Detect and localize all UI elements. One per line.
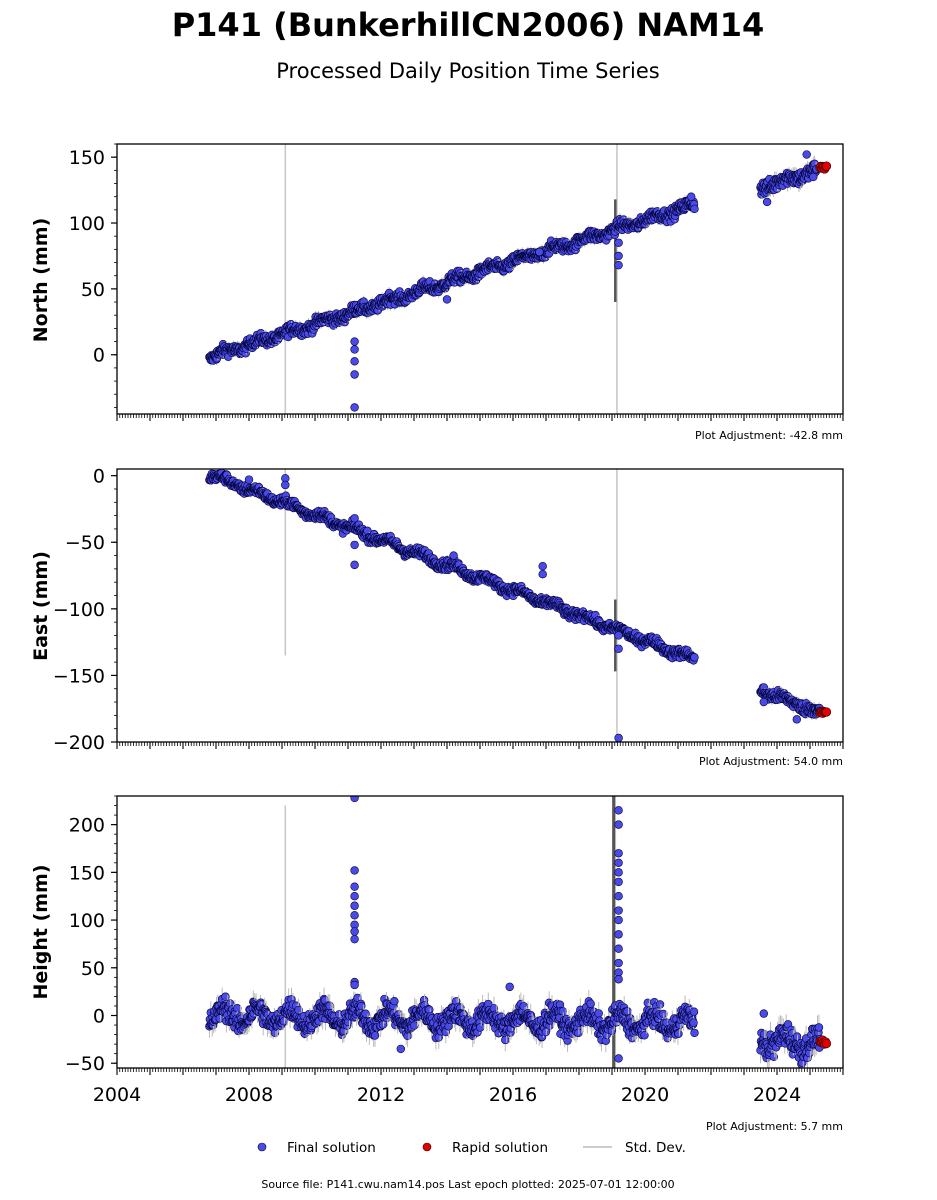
plot-adjustment-note: Plot Adjustment: 54.0 mm (699, 755, 843, 768)
final-point-outlier (538, 570, 547, 579)
y-tick-label: −100 (53, 599, 105, 621)
final-point-outlier (350, 337, 359, 346)
final-point (409, 1021, 419, 1030)
final-point (370, 1031, 380, 1040)
final-solution-points (205, 469, 825, 742)
figure-subtitle: Processed Daily Position Time Series (276, 59, 660, 83)
plot-adjustment-note: Plot Adjustment: -42.8 mm (695, 429, 843, 442)
final-point-outlier (809, 172, 818, 182)
figure-title: P141 (BunkerhillCN2006) NAM14 (172, 6, 765, 44)
final-point-outlier (762, 197, 772, 207)
y-axis-label: North (mm) (30, 218, 52, 343)
final-point-outlier (792, 715, 801, 724)
final-point-outlier (350, 540, 359, 550)
final-point-outlier (535, 247, 544, 257)
final-point-outlier (442, 295, 452, 304)
final-point-outlier (350, 560, 359, 570)
y-tick-label: 0 (93, 345, 105, 367)
y-tick-labels: 150 100 50 0 (69, 147, 105, 367)
final-point-outlier (614, 251, 623, 261)
rapid-point (821, 161, 832, 171)
rapid-point (821, 707, 832, 717)
y-tick-label: −200 (53, 732, 105, 754)
y-tick-label: −50 (65, 532, 105, 554)
final-point (690, 204, 699, 214)
final-point (690, 653, 699, 662)
y-tick-labels: 0 −50 −100 −150 −200 (53, 466, 105, 754)
final-point (586, 999, 595, 1008)
final-point-outlier (759, 697, 768, 707)
plot-area (205, 469, 832, 742)
axes-frame (116, 468, 844, 743)
final-point-outlier (281, 480, 290, 490)
final-point-outlier (350, 345, 359, 354)
final-point-outlier (802, 150, 811, 159)
final-point (390, 997, 399, 1006)
final-point-outlier (350, 403, 359, 412)
final-point (623, 1007, 632, 1016)
final-point-outlier (614, 260, 623, 270)
rapid-solution-points (815, 706, 832, 718)
final-point-outlier (686, 192, 696, 201)
final-point-outlier (244, 475, 254, 484)
final-point-outlier (614, 644, 623, 653)
rapid-solution-points (815, 161, 832, 174)
final-point (501, 1035, 510, 1045)
final-point (476, 1023, 485, 1032)
y-tick-label: 150 (69, 147, 105, 169)
plot-area (205, 796, 832, 1068)
panel-2: 0 −50 −100 −150 −200 East (mm) Plot Adjustment… (30, 466, 844, 768)
final-point (233, 1004, 242, 1013)
final-point-outlier (350, 357, 359, 366)
final-point (294, 1005, 303, 1015)
final-point-outlier (350, 514, 359, 523)
y-tick-label: −150 (53, 665, 105, 687)
final-solution-points (205, 796, 825, 1068)
plot-area (205, 144, 832, 414)
final-point-outlier (614, 238, 623, 247)
final-point-outlier (350, 370, 359, 379)
y-tick-label: 100 (69, 213, 105, 235)
final-point-outlier (614, 733, 623, 742)
final-point-outlier (614, 631, 623, 640)
y-tick-label: 0 (93, 466, 105, 488)
final-point-outlier (538, 562, 547, 571)
final-solution-points (205, 150, 821, 412)
panel-1: 150 100 50 0 North (mm) Plot Adjustment: -42.… (30, 143, 844, 442)
final-point-outlier (449, 551, 458, 560)
panels: 150 100 50 0 North (mm) Plot Adjustment: -42.… (30, 143, 844, 1133)
y-axis-label: East (mm) (30, 551, 52, 661)
final-point (594, 1009, 603, 1018)
y-tick-label: 50 (81, 279, 105, 301)
